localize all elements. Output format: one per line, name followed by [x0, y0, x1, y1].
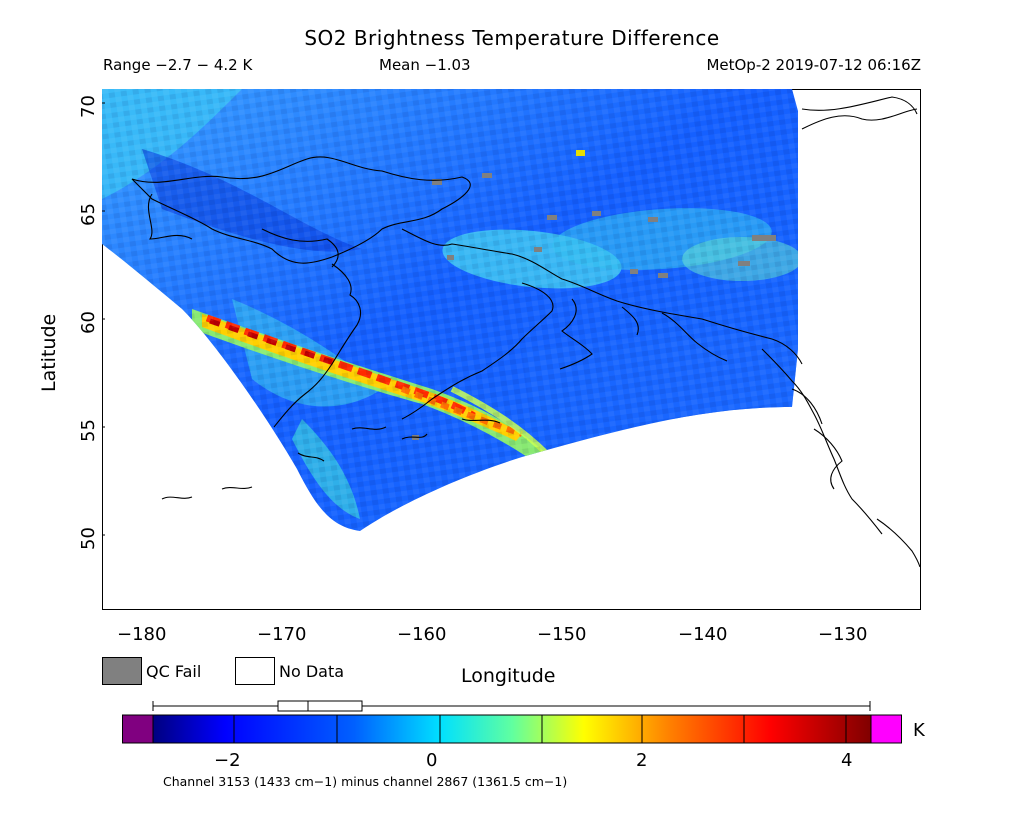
qc-fail-pixel	[432, 179, 442, 185]
hot-pixel	[576, 150, 585, 156]
qc-fail-pixel	[738, 261, 750, 266]
mean-readout: Mean −1.03	[379, 56, 471, 74]
lon-tick-180: −180	[117, 624, 167, 645]
colorbar-tick-neg2: −2	[214, 750, 241, 771]
no-data-label: No Data	[279, 662, 345, 681]
boxplot	[152, 700, 871, 712]
lon-tick-140: −140	[678, 624, 728, 645]
colorbar	[122, 714, 902, 744]
range-readout: Range −2.7 − 4.2 K	[103, 56, 253, 74]
qc-fail-pixel	[658, 273, 668, 278]
qc-fail-label: QC Fail	[146, 662, 202, 681]
lon-tick-170: −170	[257, 624, 307, 645]
chart-title: SO2 Brightness Temperature Difference	[304, 26, 720, 50]
map-canvas	[102, 89, 921, 568]
qc-fail-pixel	[752, 235, 776, 241]
colorbar-tick-4: 4	[841, 750, 853, 771]
y-axis-label: Latitude	[38, 313, 60, 392]
channel-footnote: Channel 3153 (1433 cm−1) minus channel 2…	[163, 774, 568, 789]
colorbar-under	[122, 715, 153, 743]
colorbar-gradient	[153, 715, 871, 743]
qc-fail-pixel	[547, 215, 557, 220]
qc-fail-pixel	[534, 247, 542, 252]
y-axis-ticks	[102, 102, 105, 536]
colorbar-tick-0: 0	[426, 750, 438, 771]
lon-tick-150: −150	[537, 624, 587, 645]
coastlines	[131, 96, 921, 568]
no-data-swatch	[235, 657, 275, 685]
qc-fail-pixel	[482, 173, 492, 178]
x-axis-label: Longitude	[461, 665, 556, 687]
qc-fail-swatch	[102, 657, 142, 685]
lon-tick-160: −160	[397, 624, 447, 645]
lon-tick-130: −130	[818, 624, 868, 645]
colorbar-over	[871, 715, 901, 743]
qc-fail-pixel	[592, 211, 601, 216]
satellite-timestamp: MetOp-2 2019-07-12 06:16Z	[706, 56, 921, 74]
colorbar-tick-2: 2	[636, 750, 648, 771]
colorbar-unit: K	[913, 720, 925, 741]
qc-fail-pixel	[447, 255, 454, 260]
qc-fail-pixel	[648, 217, 658, 222]
qc-fail-pixel	[630, 269, 638, 274]
